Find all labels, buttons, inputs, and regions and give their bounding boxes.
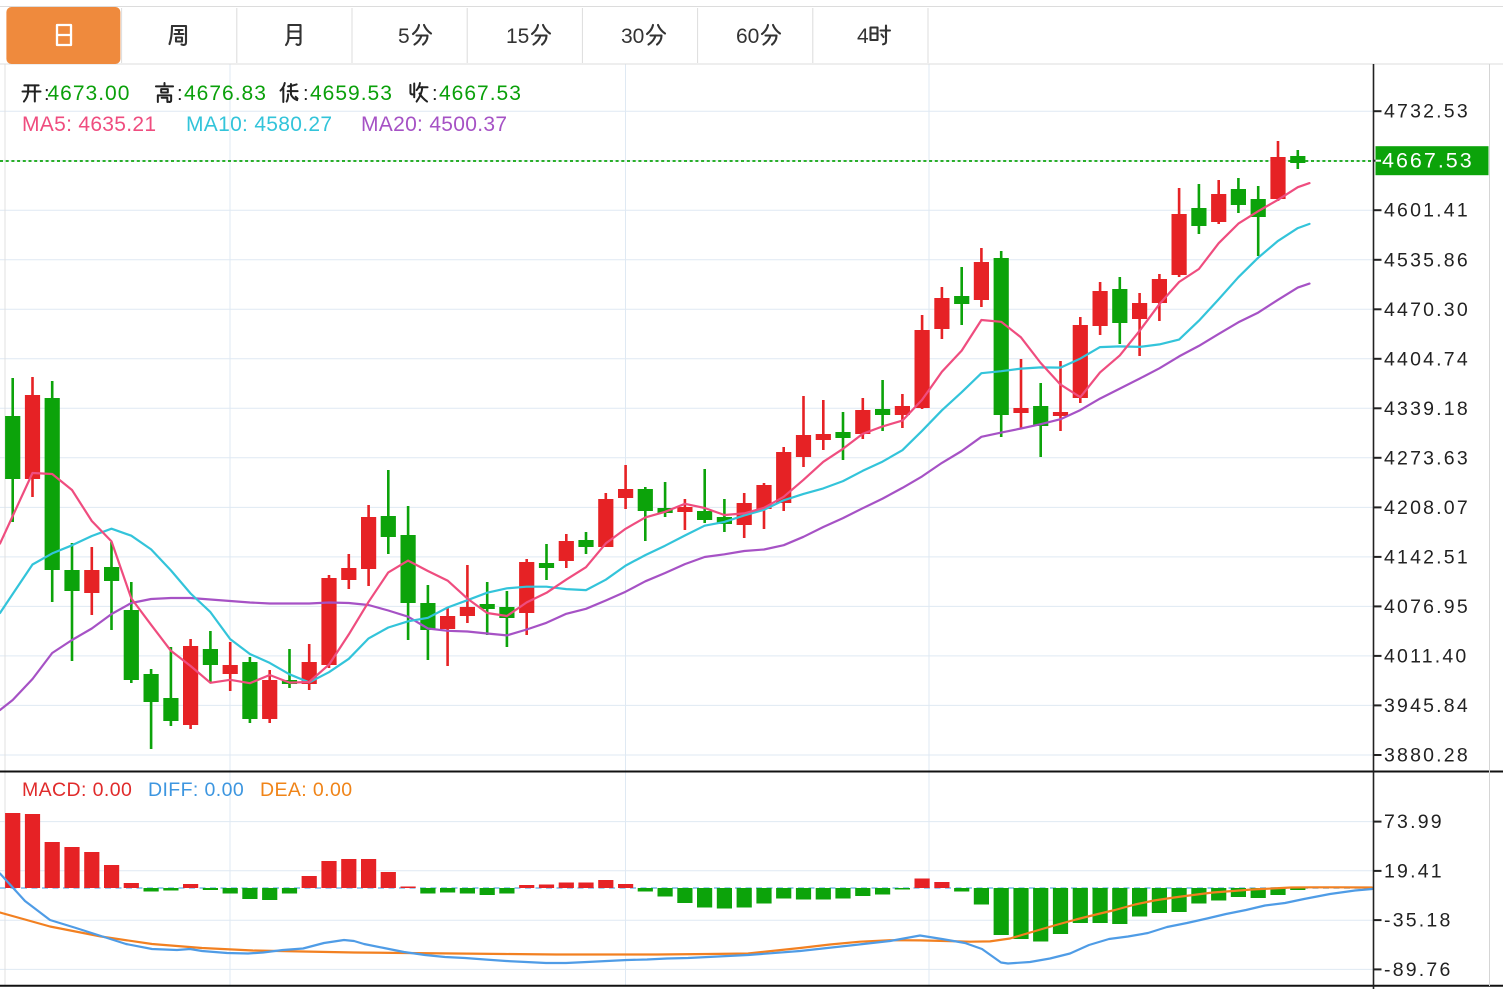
svg-text:4404.74: 4404.74 <box>1384 348 1470 370</box>
svg-text:4732.53: 4732.53 <box>1384 101 1470 123</box>
svg-text:4601.41: 4601.41 <box>1384 200 1470 222</box>
svg-text:4273.63: 4273.63 <box>1384 447 1470 469</box>
svg-text:4535.86: 4535.86 <box>1384 249 1470 271</box>
svg-text::: : <box>432 83 438 105</box>
svg-text:60: 60 <box>736 25 759 48</box>
svg-text:4208.07: 4208.07 <box>1384 497 1470 519</box>
svg-text:4667.53: 4667.53 <box>1382 149 1474 173</box>
svg-text:4: 4 <box>857 25 869 48</box>
svg-text:4339.18: 4339.18 <box>1384 398 1470 420</box>
svg-text:-89.76: -89.76 <box>1384 959 1453 981</box>
svg-text:3945.84: 3945.84 <box>1384 695 1470 717</box>
svg-text::: : <box>44 83 50 105</box>
svg-text::: : <box>177 83 183 105</box>
svg-text:4676.83: 4676.83 <box>184 82 267 105</box>
svg-text::: : <box>303 83 309 105</box>
svg-text:30: 30 <box>621 25 644 48</box>
svg-text:5: 5 <box>398 25 410 48</box>
svg-text:4470.30: 4470.30 <box>1384 299 1470 321</box>
svg-text:73.99: 73.99 <box>1384 811 1444 833</box>
svg-text:4011.40: 4011.40 <box>1384 645 1468 667</box>
svg-text:4659.53: 4659.53 <box>310 82 393 105</box>
svg-text:19.41: 19.41 <box>1384 860 1444 882</box>
svg-text:4673.00: 4673.00 <box>48 82 131 105</box>
svg-text:DIFF: 0.00: DIFF: 0.00 <box>148 779 244 801</box>
svg-text:4667.53: 4667.53 <box>439 82 522 105</box>
svg-text:4142.51: 4142.51 <box>1384 546 1470 568</box>
svg-text:MA20: 4500.37: MA20: 4500.37 <box>361 113 507 136</box>
svg-text:4076.95: 4076.95 <box>1384 596 1470 618</box>
svg-text:15: 15 <box>506 25 529 48</box>
svg-text:MACD: 0.00: MACD: 0.00 <box>22 779 132 801</box>
svg-text:3880.28: 3880.28 <box>1384 745 1470 767</box>
svg-text:MA5: 4635.21: MA5: 4635.21 <box>22 113 156 136</box>
svg-text:MA10: 4580.27: MA10: 4580.27 <box>186 113 332 136</box>
svg-text:DEA: 0.00: DEA: 0.00 <box>260 779 352 801</box>
svg-text:-35.18: -35.18 <box>1384 910 1453 932</box>
